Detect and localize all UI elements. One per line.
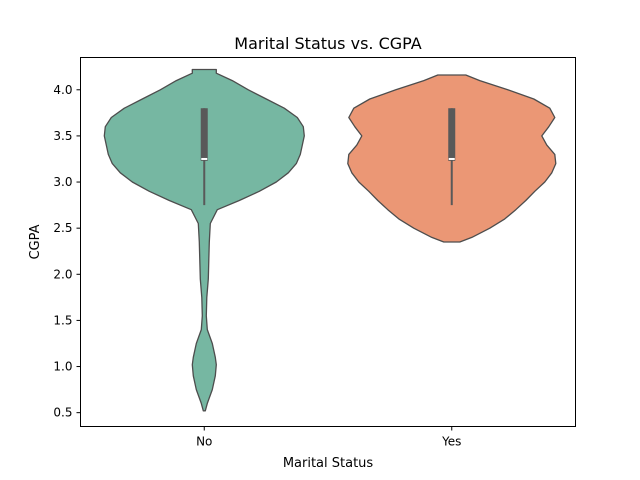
y-tick-label: 3.0 xyxy=(53,175,72,189)
violin-body-no xyxy=(103,68,305,412)
axes-frame xyxy=(80,57,576,427)
y-tick-label: 4.0 xyxy=(53,83,72,97)
iqr-box-yes xyxy=(448,108,456,161)
y-tick-label: 0.5 xyxy=(53,406,72,420)
x-tick-label: Yes xyxy=(441,435,461,449)
y-tick-label: 2.0 xyxy=(53,267,72,281)
x-axis-label: Marital Status xyxy=(283,456,374,471)
x-tick-label: No xyxy=(196,435,212,449)
chart-title: Marital Status vs. CGPA xyxy=(234,34,421,53)
iqr-box-no xyxy=(200,108,208,161)
plot-area xyxy=(103,68,557,412)
y-tick-label: 1.0 xyxy=(53,360,72,374)
y-tick-label: 3.5 xyxy=(53,129,72,143)
y-tick-label: 1.5 xyxy=(53,313,72,327)
y-axis: 0.5 1.0 1.5 2.0 2.5 3.0 3.5 4.0 xyxy=(53,83,81,420)
y-axis-label: CGPA xyxy=(28,224,43,259)
x-axis: No Yes xyxy=(196,426,461,449)
y-tick-label: 2.5 xyxy=(53,221,72,235)
